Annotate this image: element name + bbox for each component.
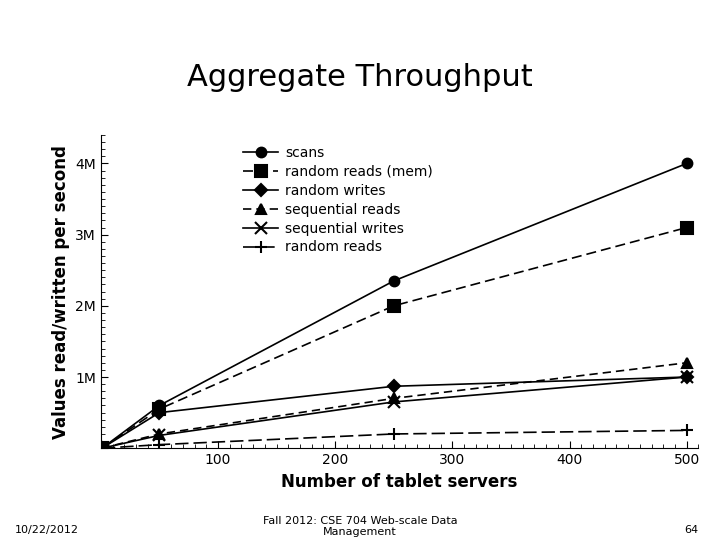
Line: scans: scans (97, 159, 691, 453)
scans (98, 445, 107, 451)
sequential reads (683, 360, 691, 366)
Text: Fall 2012: CSE 704 Web-scale Data
Management: Fall 2012: CSE 704 Web-scale Data Manage… (263, 516, 457, 537)
Line: sequential writes: sequential writes (96, 372, 692, 454)
Line: random reads (mem): random reads (mem) (96, 222, 692, 454)
random reads (mem) (390, 302, 398, 309)
Text: Aggregate Throughput: Aggregate Throughput (187, 63, 533, 92)
random reads (683, 427, 691, 434)
scans (390, 278, 398, 284)
random reads (155, 441, 163, 448)
sequential reads (155, 431, 163, 437)
sequential writes (98, 445, 107, 451)
sequential reads (98, 445, 107, 451)
Line: random writes: random writes (98, 373, 691, 453)
Text: 64: 64 (684, 524, 698, 535)
Text: 10/22/2012: 10/22/2012 (14, 524, 78, 535)
scans (683, 160, 691, 167)
random reads (mem) (98, 445, 107, 451)
sequential writes (155, 432, 163, 438)
random reads (98, 445, 107, 451)
random reads (mem) (683, 224, 691, 231)
Line: random reads: random reads (96, 424, 693, 455)
X-axis label: Number of tablet servers: Number of tablet servers (282, 472, 518, 491)
random writes (155, 409, 163, 416)
random writes (390, 383, 398, 389)
random reads (390, 431, 398, 437)
sequential writes (683, 374, 691, 380)
sequential reads (390, 395, 398, 402)
Y-axis label: Values read/written per second: Values read/written per second (52, 145, 70, 438)
Line: sequential reads: sequential reads (97, 358, 691, 453)
sequential writes (390, 399, 398, 405)
scans (155, 402, 163, 409)
Legend: scans, random reads (mem), random writes, sequential reads, sequential writes, r: scans, random reads (mem), random writes… (239, 142, 437, 259)
random reads (mem) (155, 406, 163, 413)
random writes (683, 374, 691, 380)
random writes (98, 445, 107, 451)
